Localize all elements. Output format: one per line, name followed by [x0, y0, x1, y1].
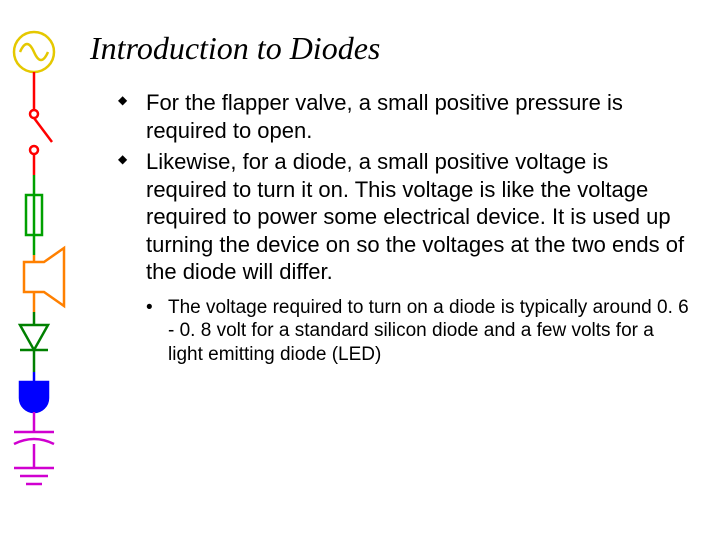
fuse-icon [26, 175, 42, 255]
and-gate-icon [20, 372, 48, 432]
bullet-item: Likewise, for a diode, a small positive … [118, 148, 690, 286]
sub-bullet-item: The voltage required to turn on a diode … [146, 296, 690, 367]
sidebar [0, 0, 80, 540]
sub-bullet-list: The voltage required to turn on a diode … [146, 296, 690, 367]
content-area: Introduction to Diodes For the flapper v… [90, 30, 690, 367]
ac-source-icon [14, 32, 54, 72]
diode-icon [20, 312, 48, 372]
switch-icon [30, 72, 52, 175]
speaker-icon [24, 248, 64, 312]
sidebar-icons [0, 0, 80, 540]
capacitor-ground-icon [14, 432, 54, 484]
bullet-item: For the flapper valve, a small positive … [118, 89, 690, 144]
slide-title: Introduction to Diodes [90, 30, 690, 67]
slide: Introduction to Diodes For the flapper v… [0, 0, 720, 540]
bullet-list: For the flapper valve, a small positive … [118, 89, 690, 286]
